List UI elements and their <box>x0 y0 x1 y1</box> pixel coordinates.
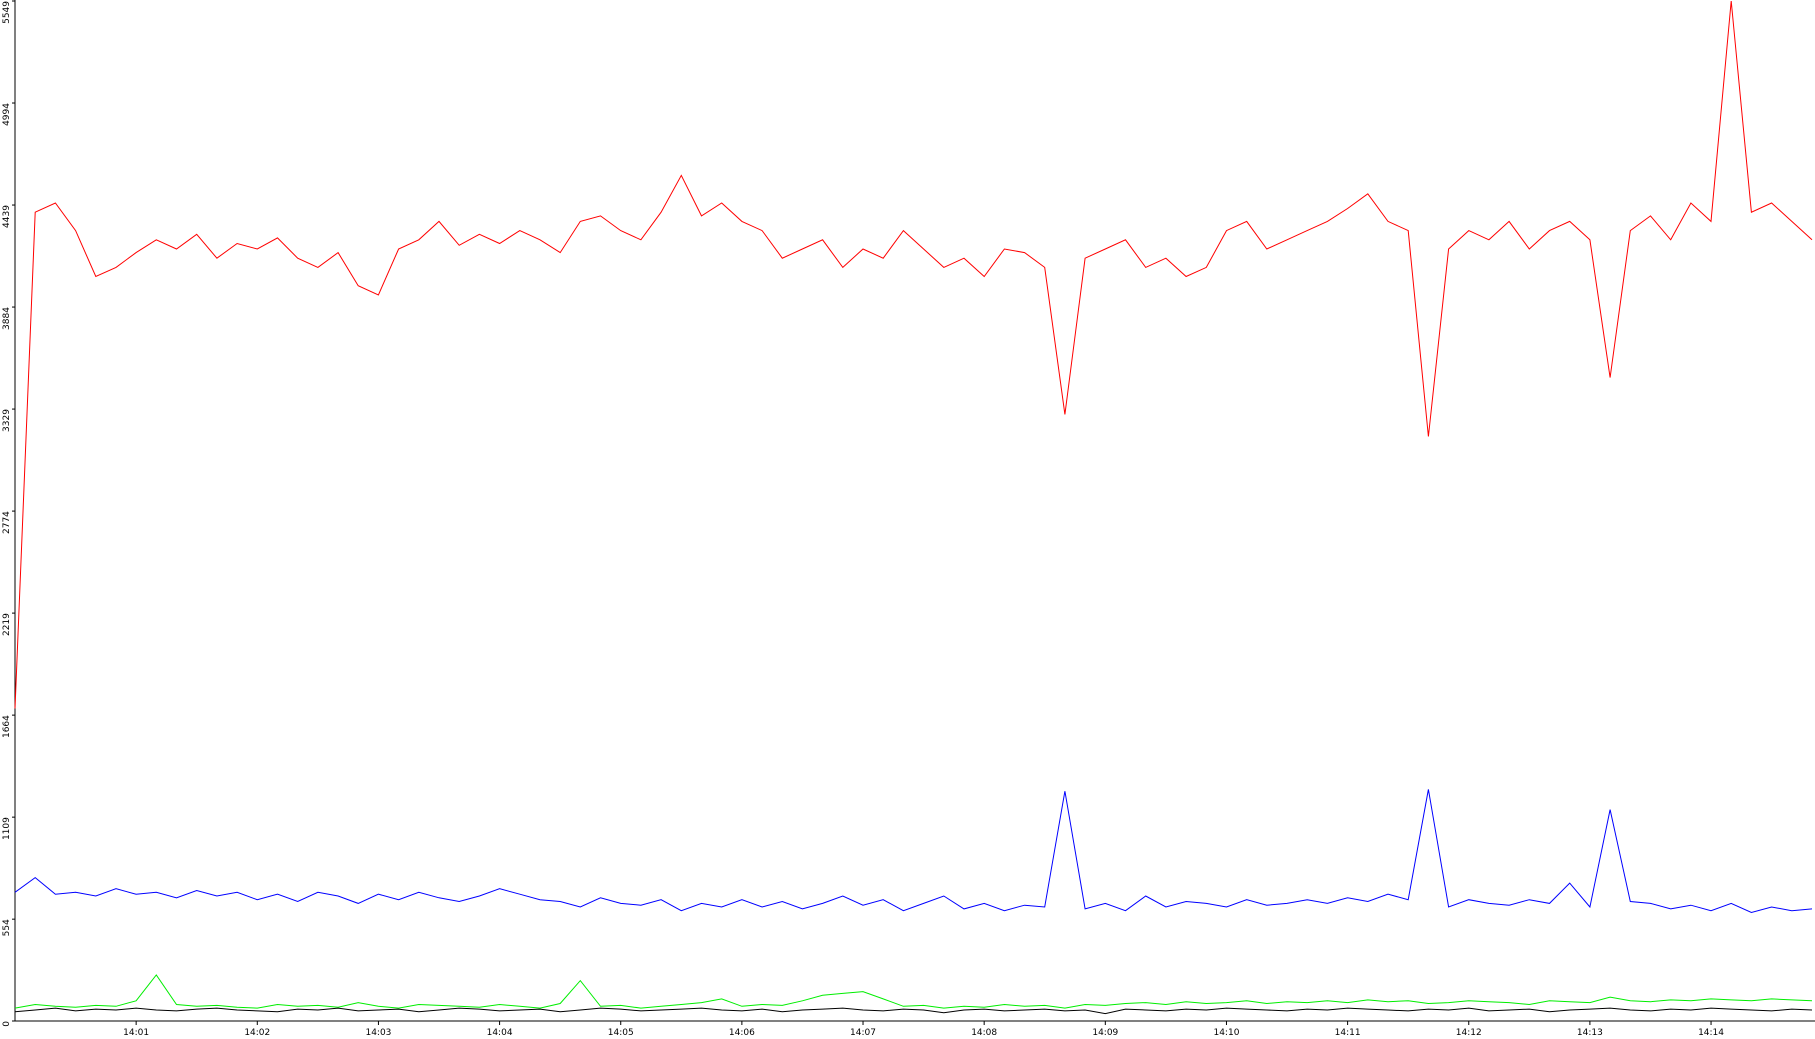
series-line <box>14 1007 1813 1015</box>
x-tick-label: 14:04 <box>487 1028 513 1038</box>
x-tick-label: 14:07 <box>850 1028 876 1038</box>
y-tick-label: 554 <box>2 919 12 936</box>
x-tick-label: 14:12 <box>1456 1028 1482 1038</box>
x-tick-label: 14:01 <box>123 1028 149 1038</box>
series-line <box>14 974 1813 1009</box>
x-tick-label: 14:08 <box>971 1028 997 1038</box>
series-line <box>14 0 1813 709</box>
y-tick-label: 1664 <box>2 715 12 738</box>
y-tick-label: 4439 <box>2 205 12 228</box>
x-tick-label: 14:14 <box>1698 1028 1724 1038</box>
y-tick-label: 2774 <box>2 511 12 534</box>
series-line <box>14 789 1813 914</box>
x-tick-label: 14:02 <box>244 1028 270 1038</box>
y-tick-label: 1109 <box>2 817 12 840</box>
y-tick-label: 2219 <box>2 613 12 636</box>
y-tick-label: 3329 <box>2 409 12 432</box>
x-tick-label: 14:05 <box>608 1028 634 1038</box>
x-tick-label: 14:10 <box>1213 1028 1239 1038</box>
y-tick-label: 5549 <box>2 1 12 24</box>
y-tick-label: 3884 <box>2 307 12 330</box>
y-tick-label: 4994 <box>2 103 12 126</box>
x-tick-label: 14:06 <box>729 1028 755 1038</box>
x-tick-label: 14:13 <box>1577 1028 1603 1038</box>
y-tick-label: 0 <box>2 1021 12 1027</box>
x-tick-label: 14:03 <box>365 1028 391 1038</box>
x-tick-label: 14:09 <box>1092 1028 1118 1038</box>
x-tick-label: 14:11 <box>1335 1028 1361 1038</box>
